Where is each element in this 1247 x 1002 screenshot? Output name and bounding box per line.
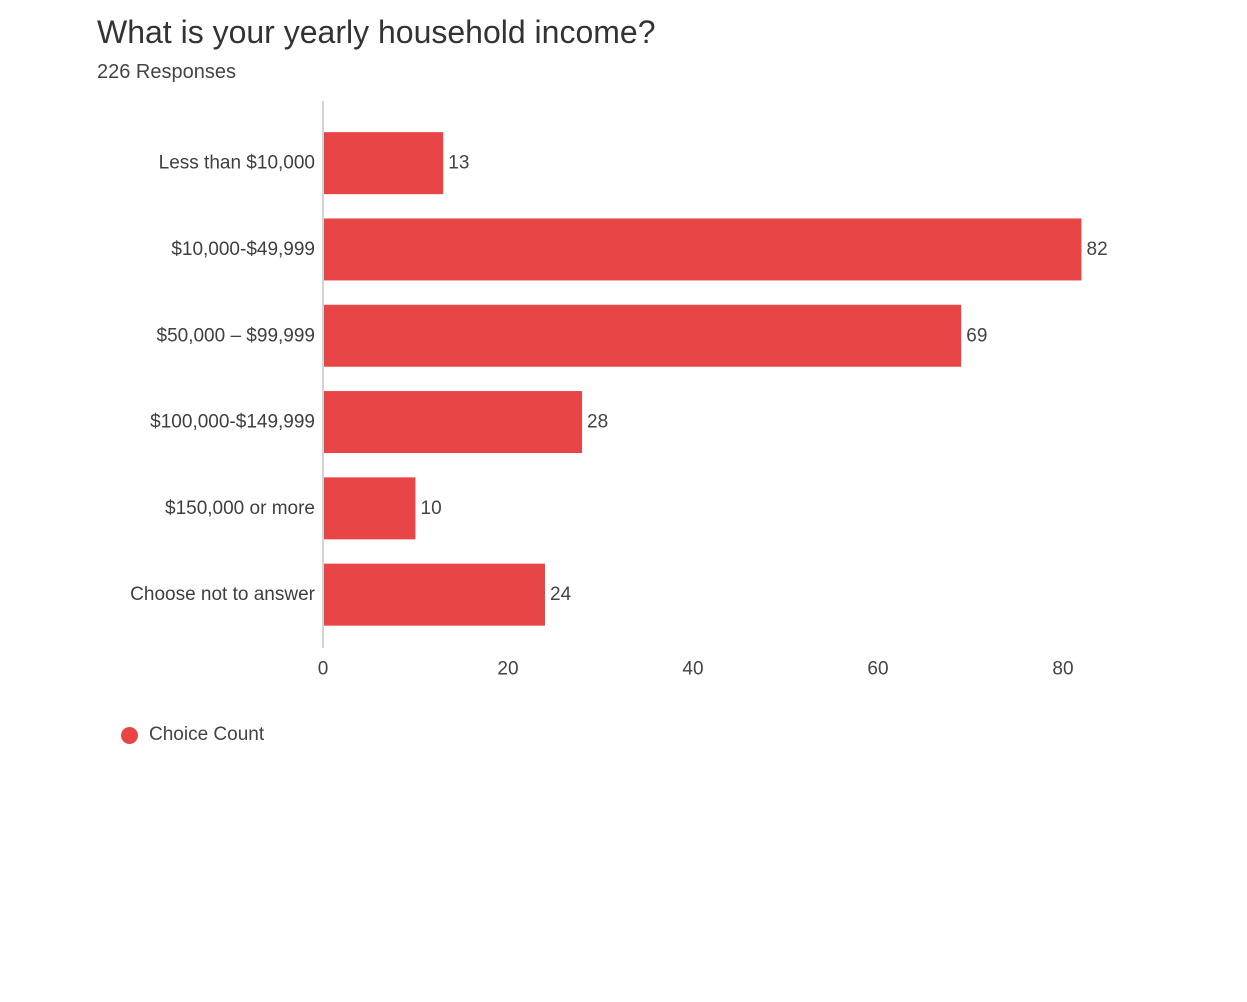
x-tick-label: 80: [1052, 659, 1073, 680]
data-label: 69: [966, 325, 987, 346]
legend-label: Choice Count: [149, 724, 265, 745]
x-tick-label: 20: [497, 659, 518, 680]
bar-less-than-10-000: [323, 132, 444, 195]
category-label: $10,000-$49,999: [171, 239, 315, 260]
bar-100-000-149-999: [323, 391, 582, 454]
bars-layer: [323, 132, 1082, 626]
bar-150-000-or-more: [323, 477, 416, 540]
chart-title: What is your yearly household income?: [97, 14, 656, 50]
category-label: $50,000 – $99,999: [157, 325, 316, 346]
data-label: 24: [550, 584, 572, 605]
bar-10-000-49-999: [323, 218, 1082, 281]
labels-layer: Less than $10,000 13 $10,000-$49,999 82 $50,…: [130, 153, 1107, 606]
category-label: $150,000 or more: [165, 498, 315, 519]
bar-choose-not-to-answer: [323, 563, 545, 626]
x-tick-label: 60: [867, 659, 888, 680]
legend-swatch: [121, 726, 138, 744]
data-label: 10: [421, 498, 442, 519]
bar-50-000-99-999: [323, 304, 962, 367]
category-label: Choose not to answer: [130, 584, 316, 605]
x-tick-label: 40: [682, 659, 703, 680]
x-axis-ticks: 0 20 40 60 80: [318, 659, 1074, 680]
data-label: 13: [448, 153, 469, 174]
legend: Choice Count: [121, 724, 264, 746]
x-tick-label: 0: [318, 659, 329, 680]
category-label: Less than $10,000: [159, 153, 315, 174]
data-label: 28: [587, 412, 608, 433]
response-count: 226 Responses: [97, 61, 236, 83]
data-label: 82: [1087, 239, 1108, 260]
category-label: $100,000-$149,999: [150, 412, 315, 433]
